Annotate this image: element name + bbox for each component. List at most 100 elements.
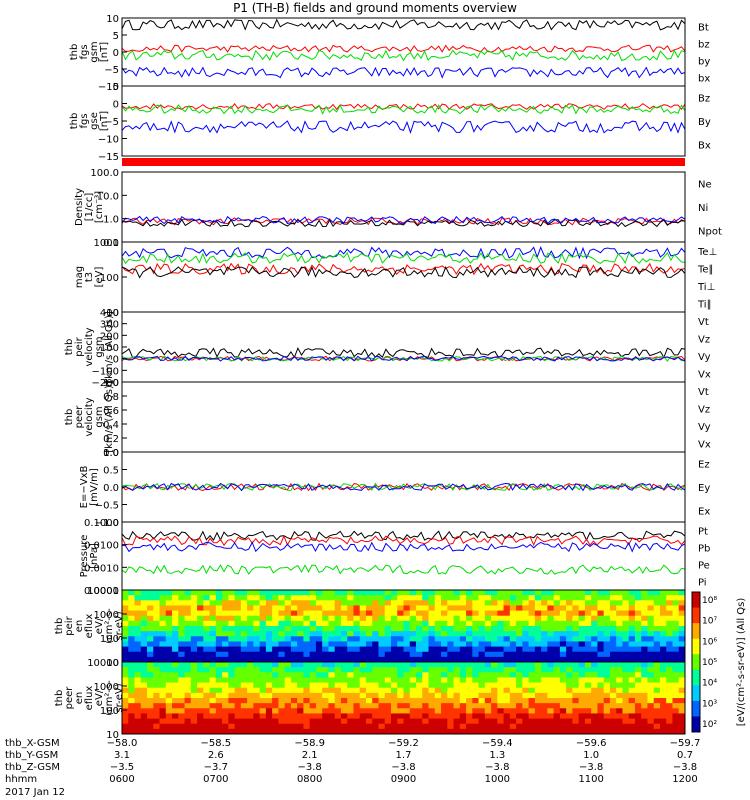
heatmap-cell (178, 636, 186, 642)
heatmap-cell (447, 605, 455, 612)
heatmap-cell (472, 615, 480, 622)
colorbar-segment (692, 607, 700, 624)
heatmap-cell (147, 667, 154, 673)
heatmap-cell (516, 656, 523, 663)
heatmap-cell (616, 692, 623, 699)
heatmap-cell (147, 651, 154, 658)
heatmap-cell (140, 610, 148, 617)
heatmap-cell (484, 672, 492, 678)
heatmap-cell (165, 723, 173, 730)
heatmap-cell (491, 646, 498, 653)
heatmap-cell (197, 662, 204, 668)
heatmap-cell (259, 662, 267, 668)
panel-peer_spec: 10000100010010thbpeerenefluxeV/(cm²-s-sr… (54, 658, 686, 741)
heatmap-cell (322, 631, 329, 637)
heatmap-cell (309, 728, 317, 735)
heatmap-cell (365, 641, 373, 648)
heatmap-cell (584, 590, 592, 596)
heatmap-cell (240, 703, 248, 709)
heatmap-cell (641, 605, 648, 612)
heatmap-cell (541, 723, 548, 730)
heatmap-cell (547, 646, 555, 653)
heatmap-cell (541, 651, 548, 658)
heatmap-cell (641, 636, 648, 642)
heatmap-cell (597, 687, 605, 694)
heatmap-cell (234, 703, 242, 709)
heatmap-cell (628, 590, 636, 596)
heatmap-cell (591, 667, 598, 673)
heatmap-cell (384, 667, 392, 673)
heatmap-cell (278, 672, 286, 678)
heatmap-cell (628, 636, 636, 642)
heatmap-cell (390, 692, 398, 699)
heatmap-cell (634, 626, 642, 632)
heatmap-cell (522, 626, 530, 632)
heatmap-cell (622, 641, 630, 648)
heatmap-cell (184, 641, 192, 648)
heatmap-cell (459, 605, 467, 612)
heatmap-cell (122, 662, 129, 668)
y-axis-label-line: peer (64, 686, 75, 710)
heatmap-cell (441, 698, 448, 704)
heatmap-cell (666, 610, 673, 617)
heatmap-cell (140, 626, 148, 632)
legend-Te⊥: Te⊥ (697, 247, 717, 258)
heatmap-cell (128, 708, 136, 714)
heatmap-cell (478, 677, 486, 684)
heatmap-cell (503, 641, 511, 648)
heatmap-cell (197, 595, 204, 601)
heatmap-cell (209, 728, 217, 735)
heatmap-cell (578, 692, 586, 699)
heatmap-cell (397, 600, 404, 606)
y-tick-label: −5 (104, 117, 119, 128)
heatmap-cell (528, 615, 536, 622)
heatmap-cell (247, 728, 254, 735)
heatmap-cell (240, 641, 248, 648)
heatmap-cell (578, 682, 586, 689)
heatmap-cell (491, 615, 498, 622)
heatmap-cell (128, 620, 136, 627)
heatmap-cell (147, 620, 154, 627)
heatmap-cell (522, 723, 530, 730)
heatmap-cell (609, 631, 617, 637)
heatmap-cell (315, 692, 323, 699)
heatmap-cell (278, 620, 286, 627)
heatmap-cell (197, 723, 204, 730)
heatmap-cell (409, 600, 417, 606)
heatmap-cell (666, 646, 673, 653)
heatmap-cell (522, 646, 530, 653)
heatmap-cell (265, 656, 273, 663)
heatmap-cell (453, 610, 461, 617)
heatmap-cell (359, 600, 367, 606)
heatmap-cell (384, 626, 392, 632)
heatmap-cell (359, 651, 367, 658)
heatmap-cell (603, 672, 611, 678)
heatmap-cell (334, 595, 342, 601)
heatmap-cell (172, 595, 179, 601)
legend-Pb: Pb (698, 544, 710, 555)
heatmap-cell (509, 713, 517, 720)
heatmap-cell (215, 667, 223, 673)
heatmap-cell (416, 595, 423, 601)
heatmap-cell (340, 677, 348, 684)
heatmap-cell (278, 595, 286, 601)
heatmap-cell (297, 600, 304, 606)
heatmap-cell (259, 590, 267, 596)
heatmap-cell (322, 672, 329, 678)
heatmap-cell (547, 713, 555, 720)
heatmap-cell (403, 728, 411, 735)
heatmap-cell (491, 682, 498, 689)
heatmap-cell (122, 610, 129, 617)
heatmap-cell (378, 728, 386, 735)
heatmap-cell (309, 631, 317, 637)
heatmap-cell (215, 641, 223, 648)
heatmap-cell (628, 718, 636, 725)
heatmap-cell (484, 600, 492, 606)
heatmap-cell (222, 667, 229, 673)
heatmap-cell (478, 672, 486, 678)
heatmap-cell (315, 682, 323, 689)
heatmap-cell (359, 636, 367, 642)
heatmap-cell (578, 620, 586, 627)
heatmap-cell (497, 718, 505, 725)
heatmap-cell (172, 651, 179, 658)
